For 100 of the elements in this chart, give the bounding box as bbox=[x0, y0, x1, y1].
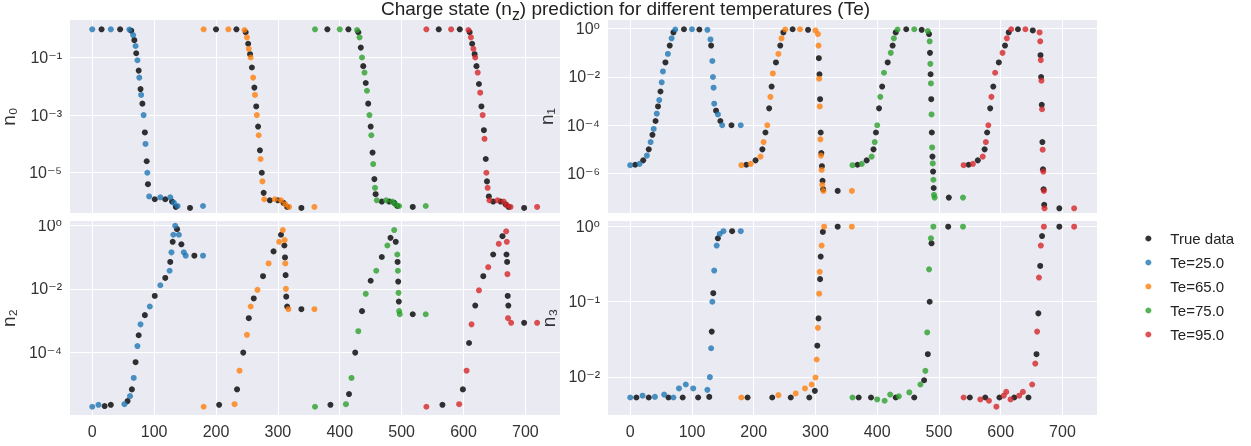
legend-label: Te=65.0 bbox=[1170, 278, 1225, 295]
point bbox=[395, 289, 402, 296]
point bbox=[1032, 360, 1039, 367]
point bbox=[917, 381, 924, 388]
point bbox=[714, 111, 721, 118]
legend-label: Te=75.0 bbox=[1170, 302, 1225, 319]
point bbox=[168, 249, 175, 256]
y-tick-label: 10⁻⁴ bbox=[28, 344, 63, 362]
legend-label: Te=25.0 bbox=[1170, 254, 1225, 271]
point bbox=[132, 43, 139, 50]
point bbox=[409, 311, 416, 318]
point bbox=[279, 227, 286, 234]
point bbox=[521, 319, 528, 326]
point bbox=[254, 286, 261, 293]
x-tick-label: 600 bbox=[450, 422, 477, 440]
y-tick-label: 10⁻² bbox=[568, 368, 601, 386]
point bbox=[1025, 394, 1032, 401]
point bbox=[503, 228, 510, 235]
point bbox=[708, 328, 715, 335]
point bbox=[993, 403, 1000, 410]
point bbox=[887, 391, 894, 398]
point bbox=[924, 351, 931, 358]
x-tick-label: 500 bbox=[925, 422, 953, 440]
point bbox=[245, 45, 252, 52]
point bbox=[1039, 146, 1046, 153]
point bbox=[1019, 388, 1026, 395]
point bbox=[737, 122, 744, 129]
point bbox=[627, 394, 634, 401]
point bbox=[775, 50, 782, 57]
point bbox=[815, 42, 822, 49]
y-tick-label: 10⁻³ bbox=[30, 106, 63, 124]
point bbox=[475, 287, 482, 294]
point bbox=[495, 240, 502, 247]
point bbox=[737, 228, 744, 235]
point bbox=[362, 290, 369, 297]
point bbox=[982, 139, 989, 146]
point bbox=[848, 187, 855, 194]
point bbox=[128, 386, 135, 393]
point bbox=[216, 401, 223, 408]
y-tick-label: 10⁻⁶ bbox=[567, 164, 600, 182]
point bbox=[130, 32, 137, 39]
point bbox=[361, 69, 368, 76]
point bbox=[813, 356, 820, 363]
point bbox=[170, 231, 177, 238]
x-tick-label: 200 bbox=[202, 422, 230, 440]
point bbox=[363, 87, 370, 94]
point bbox=[1056, 223, 1063, 230]
point bbox=[191, 252, 198, 259]
point bbox=[346, 391, 353, 398]
point bbox=[166, 267, 173, 274]
point bbox=[282, 254, 288, 261]
point bbox=[144, 169, 151, 176]
point bbox=[1016, 392, 1023, 399]
point bbox=[1033, 351, 1040, 358]
point bbox=[505, 315, 512, 322]
y-axis-title: n₁ bbox=[535, 108, 557, 125]
point bbox=[709, 57, 716, 64]
point bbox=[1071, 205, 1078, 212]
point bbox=[276, 238, 283, 245]
point bbox=[706, 374, 713, 381]
point bbox=[259, 178, 266, 185]
point bbox=[999, 49, 1006, 56]
point bbox=[169, 238, 176, 245]
y-axis-title: n₃ bbox=[537, 308, 559, 328]
y-tick-label: 10⁻¹ bbox=[30, 48, 62, 66]
point bbox=[711, 267, 718, 274]
point bbox=[639, 392, 646, 399]
point bbox=[281, 237, 288, 244]
point bbox=[855, 394, 862, 401]
point bbox=[927, 235, 934, 242]
point bbox=[234, 386, 241, 393]
point bbox=[817, 136, 824, 143]
point bbox=[848, 223, 855, 230]
y-tick-label: 10⁻⁴ bbox=[566, 116, 601, 134]
point bbox=[713, 242, 720, 249]
point bbox=[643, 152, 650, 159]
point bbox=[868, 394, 875, 401]
point bbox=[172, 222, 179, 229]
point bbox=[682, 381, 689, 388]
point bbox=[921, 377, 928, 384]
point bbox=[764, 122, 771, 129]
point bbox=[1035, 310, 1042, 317]
point bbox=[162, 274, 169, 281]
point bbox=[504, 271, 511, 278]
point bbox=[282, 285, 289, 292]
point bbox=[236, 367, 243, 374]
point bbox=[483, 169, 490, 176]
point bbox=[977, 396, 984, 403]
point bbox=[394, 258, 401, 265]
point bbox=[225, 26, 232, 33]
point bbox=[372, 184, 379, 191]
point bbox=[140, 112, 147, 119]
legend-label: Te=95.0 bbox=[1170, 326, 1225, 343]
point bbox=[336, 26, 343, 33]
point bbox=[816, 268, 823, 275]
point bbox=[926, 298, 933, 305]
point bbox=[874, 122, 881, 129]
point bbox=[926, 38, 933, 45]
x-tick-label: 300 bbox=[802, 422, 829, 440]
point bbox=[423, 26, 430, 33]
